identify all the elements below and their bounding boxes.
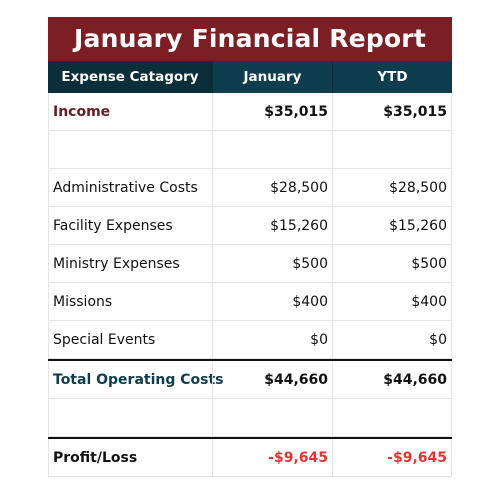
expense-ytd: $400 <box>332 283 452 320</box>
total-label: Total Operating Costs <box>48 361 224 398</box>
expense-january: $500 <box>212 245 332 282</box>
table-row: Administrative Costs $28,500 $28,500 <box>48 169 452 207</box>
expense-label: Facility Expenses <box>48 207 212 244</box>
spacer-row <box>48 399 452 437</box>
expense-january: $400 <box>212 283 332 320</box>
expense-ytd: $15,260 <box>332 207 452 244</box>
financial-report-table: January Financial Report Expense Catagor… <box>48 17 452 477</box>
table-row: Ministry Expenses $500 $500 <box>48 245 452 283</box>
income-label: Income <box>48 93 212 130</box>
total-row: Total Operating Costs $44,660 $44,660 <box>48 359 452 399</box>
spacer-cell <box>48 131 212 168</box>
profit-loss-ytd: -$9,645 <box>332 439 452 476</box>
total-ytd: $44,660 <box>332 361 452 398</box>
column-header-january: January <box>212 61 332 93</box>
profit-loss-row: Profit/Loss -$9,645 -$9,645 <box>48 437 452 477</box>
expense-ytd: $0 <box>332 321 452 358</box>
profit-loss-label: Profit/Loss <box>48 439 212 476</box>
column-header-category: Expense Catagory <box>48 61 212 93</box>
expense-ytd: $28,500 <box>332 169 452 206</box>
expense-label: Missions <box>48 283 212 320</box>
spacer-cell <box>332 131 452 168</box>
expense-label: Ministry Expenses <box>48 245 212 282</box>
expense-january: $28,500 <box>212 169 332 206</box>
column-header-ytd: YTD <box>332 61 452 93</box>
spacer-cell <box>212 131 332 168</box>
report-title: January Financial Report <box>48 17 452 61</box>
table-row: Facility Expenses $15,260 $15,260 <box>48 207 452 245</box>
table-row: Special Events $0 $0 <box>48 321 452 359</box>
spacer-row <box>48 131 452 169</box>
total-january: $44,660 <box>212 361 332 398</box>
income-january: $35,015 <box>212 93 332 130</box>
income-row: Income $35,015 $35,015 <box>48 93 452 131</box>
expense-label: Administrative Costs <box>48 169 212 206</box>
income-ytd: $35,015 <box>332 93 452 130</box>
expense-ytd: $500 <box>332 245 452 282</box>
expense-january: $0 <box>212 321 332 358</box>
spacer-cell <box>48 399 212 436</box>
expense-january: $15,260 <box>212 207 332 244</box>
table-header: Expense Catagory January YTD <box>48 61 452 93</box>
expense-label: Special Events <box>48 321 212 358</box>
spacer-cell <box>212 399 332 436</box>
table-row: Missions $400 $400 <box>48 283 452 321</box>
spacer-cell <box>332 399 452 436</box>
profit-loss-january: -$9,645 <box>212 439 332 476</box>
